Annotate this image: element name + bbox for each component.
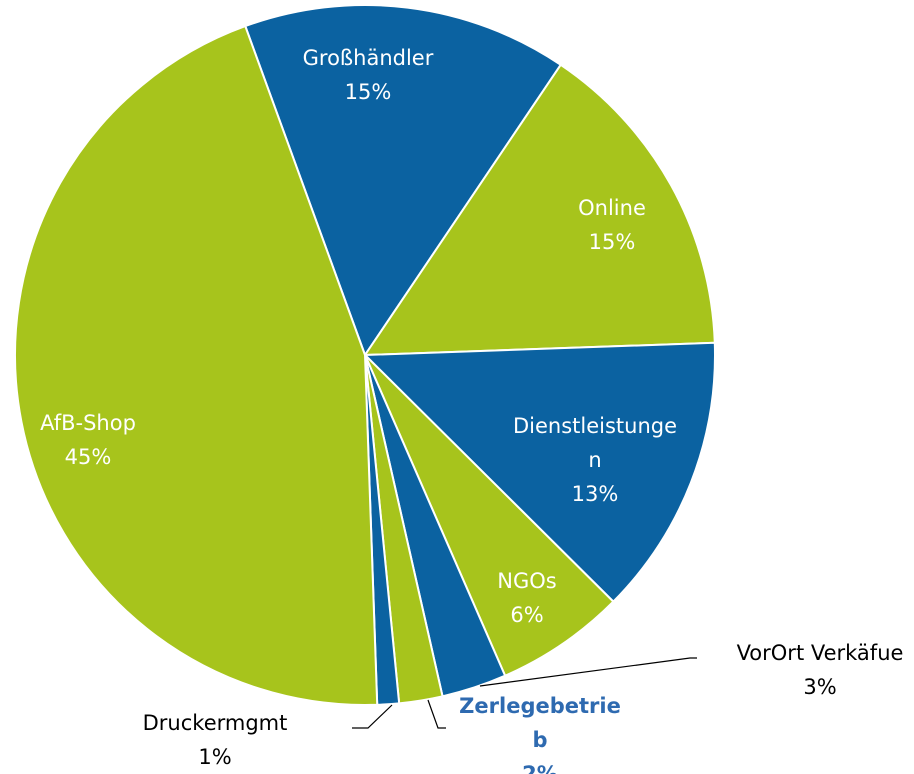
- pie-slice: [363, 63, 716, 357]
- value-label: 15%: [588, 230, 636, 254]
- leader-line: [427, 699, 446, 729]
- category-name: AfB-Shop: [40, 411, 136, 435]
- pie-slice: [14, 24, 379, 706]
- slice-label: Großhändler 15%: [283, 41, 453, 109]
- leader-line: [352, 704, 393, 729]
- category-name: Großhändler: [302, 46, 434, 70]
- leader-line: [479, 657, 697, 687]
- slice-label: Zerlegebetrieb 2%: [455, 689, 625, 774]
- pie-slice: [244, 4, 563, 358]
- value-label: 3%: [803, 675, 837, 699]
- category-name: NGOs: [497, 569, 557, 593]
- category-name: Zerlegebetrieb: [459, 694, 621, 752]
- pie-slice: [364, 354, 615, 678]
- slice-label: Druckermgmt 1%: [130, 706, 300, 774]
- value-label: 13%: [571, 482, 619, 506]
- slice-label: Dienstleistungen 13%: [510, 409, 680, 511]
- category-name: Druckermgmt: [142, 711, 288, 735]
- value-label: 6%: [510, 603, 544, 627]
- slice-label: AfB-Shop 45%: [3, 406, 173, 474]
- slice-label: Online 15%: [527, 191, 697, 259]
- slice-label: VorOrt Verkäfue 3%: [700, 636, 914, 704]
- value-label: 2%: [522, 762, 558, 774]
- value-label: 15%: [344, 80, 392, 104]
- pie-slice: [362, 341, 716, 604]
- slice-label: NGOs 6%: [442, 564, 612, 632]
- value-label: 1%: [198, 745, 232, 769]
- category-name: VorOrt Verkäfue: [736, 641, 904, 665]
- category-name: Dienstleistungen: [512, 414, 678, 472]
- value-label: 45%: [64, 445, 112, 469]
- category-name: Online: [578, 196, 646, 220]
